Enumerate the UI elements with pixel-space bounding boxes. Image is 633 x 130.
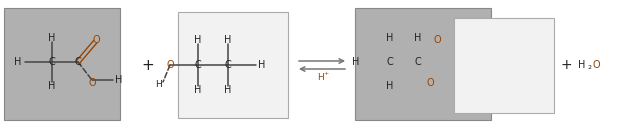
Text: O: O <box>433 35 441 45</box>
Text: H: H <box>194 85 202 95</box>
Text: C: C <box>387 57 393 67</box>
Text: H: H <box>415 33 422 43</box>
Text: C: C <box>499 75 506 85</box>
Text: H: H <box>353 57 360 67</box>
Text: H: H <box>468 51 475 61</box>
Bar <box>454 18 554 113</box>
Text: O: O <box>92 35 100 45</box>
Text: +: + <box>323 70 329 76</box>
Text: H: H <box>499 51 506 61</box>
Text: O: O <box>88 78 96 88</box>
Text: C: C <box>415 57 422 67</box>
Bar <box>178 12 288 118</box>
Text: C: C <box>225 60 232 70</box>
Bar <box>355 8 491 120</box>
Text: H: H <box>386 33 394 43</box>
Text: H: H <box>468 99 475 109</box>
Text: H: H <box>579 60 586 70</box>
Text: H: H <box>316 73 323 82</box>
Text: H: H <box>532 75 540 85</box>
Text: H: H <box>194 35 202 45</box>
Text: H: H <box>499 99 506 109</box>
Text: C: C <box>194 60 201 70</box>
Text: C: C <box>75 57 82 67</box>
Text: H: H <box>258 60 266 70</box>
Text: 2: 2 <box>587 64 591 70</box>
Text: H: H <box>115 75 123 85</box>
Text: +: + <box>142 57 154 73</box>
Text: O: O <box>592 60 600 70</box>
Text: H: H <box>154 80 161 89</box>
Bar <box>4 8 120 120</box>
Text: O: O <box>166 60 174 70</box>
Text: H: H <box>224 35 232 45</box>
Text: O: O <box>426 78 434 88</box>
Text: H: H <box>48 33 56 43</box>
Text: C: C <box>468 75 475 85</box>
Text: C: C <box>49 57 55 67</box>
Text: H: H <box>224 85 232 95</box>
Text: +: + <box>560 58 572 72</box>
Text: H: H <box>15 57 22 67</box>
Text: H: H <box>386 81 394 91</box>
Text: H: H <box>48 81 56 91</box>
